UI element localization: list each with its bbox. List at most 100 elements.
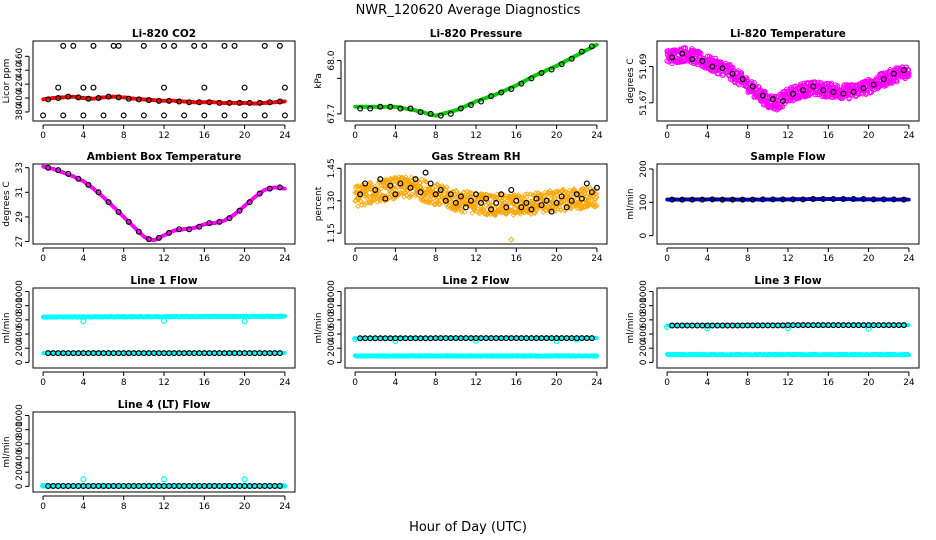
- rh-raw-mark: [435, 181, 441, 188]
- co2-avg-point: [201, 42, 208, 49]
- co2-avg-point: [171, 42, 178, 49]
- rh-avg-point: [422, 169, 429, 176]
- rh-raw-mark: [389, 188, 395, 195]
- pressure-avg-point: [588, 43, 595, 50]
- rh-avg-point: [553, 199, 560, 206]
- co2-avg-point: [176, 98, 183, 105]
- ambient-avg-point: [75, 175, 82, 182]
- co2-avg-point: [161, 112, 168, 119]
- rh-raw-mark: [508, 197, 514, 204]
- rh-data: [352, 169, 600, 243]
- rh-raw-mark: [463, 197, 470, 203]
- co2-x-tick-label: 20: [239, 131, 251, 141]
- rh-raw-mark: [438, 193, 445, 200]
- rh-raw-mark: [423, 190, 429, 196]
- sample-flow-y-tick-label: 200: [639, 160, 649, 177]
- rh-raw-mark: [378, 182, 384, 189]
- sample-flow-y-tick-label: 0: [639, 233, 649, 239]
- rh-raw-mark: [459, 207, 465, 214]
- rh-raw-mark: [586, 200, 592, 207]
- pressure-x-tick-label: 12: [470, 131, 481, 141]
- co2-x-axis: 0 4 8 12 16 20 24: [40, 124, 291, 141]
- co2-x-tick-label: 0: [40, 131, 46, 141]
- rh-avg-point: [372, 186, 379, 193]
- rh-raw-mark: [461, 209, 468, 215]
- rh-avg-point: [563, 204, 570, 211]
- rh-raw-mark: [524, 194, 530, 201]
- pressure-x-tick-label: 16: [511, 131, 523, 141]
- rh-avg-point: [357, 191, 364, 198]
- pressure-y-axis: 67.768.0: [327, 50, 342, 124]
- temperature-avg-point: [669, 54, 676, 61]
- sample-flow-x-tick-label: 16: [823, 254, 835, 264]
- temperature-avg-point: [860, 85, 867, 92]
- ambient-x-tick-label: 24: [279, 254, 291, 264]
- ambient-avg-point: [45, 164, 52, 171]
- sample-flow-avg-point: [850, 196, 857, 203]
- ambient-title: Ambient Box Temperature: [87, 151, 242, 163]
- rh-avg-point: [457, 193, 464, 200]
- rh-raw-mark: [523, 201, 529, 208]
- pressure-avg-point: [488, 93, 495, 100]
- rh-raw-mark: [581, 191, 587, 197]
- co2-avg-point: [80, 84, 87, 91]
- co2-avg-point: [261, 42, 268, 49]
- series-ambient-avg: [45, 164, 283, 243]
- co2-avg-point: [281, 112, 288, 119]
- rh-raw-mark: [433, 181, 440, 188]
- rh-avg-point: [467, 197, 474, 204]
- sample-flow-avg-point: [699, 196, 706, 203]
- rh-raw-mark: [448, 205, 454, 212]
- rh-raw-mark: [386, 194, 393, 200]
- rh-avg-point: [392, 191, 399, 198]
- sample-flow-avg-point: [860, 196, 867, 203]
- rh-raw-mark: [397, 178, 404, 184]
- ambient-raw-mark: [283, 186, 287, 191]
- co2-avg-point: [90, 42, 97, 49]
- rh-frame: [344, 163, 608, 245]
- rh-raw-mark: [594, 194, 600, 200]
- co2-avg-point: [145, 97, 152, 104]
- co2-avg-point: [266, 99, 273, 106]
- pressure-avg-point: [528, 75, 535, 82]
- rh-raw-mark: [374, 187, 381, 193]
- rh-avg-point: [583, 180, 590, 187]
- sample-flow-x-tick-label: 4: [705, 254, 711, 264]
- sample-flow-avg-point: [749, 196, 756, 203]
- temperature-x-tick-label: 8: [745, 131, 751, 141]
- temperature-y-label: degrees C: [626, 58, 636, 103]
- rh-raw-mark: [467, 189, 473, 196]
- rh-raw-mark: [402, 181, 409, 188]
- rh-y-tick-label: 1.45: [327, 158, 337, 178]
- rh-y-axis: 1.151.301.45: [327, 158, 342, 243]
- rh-avg-point: [483, 195, 490, 202]
- sample-flow-avg-point: [759, 196, 766, 203]
- ambient-y-tick-label: 31: [15, 187, 25, 198]
- pressure-avg-point: [457, 105, 464, 112]
- rh-raw-mark: [517, 211, 523, 217]
- temperature-avg-point: [709, 63, 716, 70]
- co2-avg-point: [206, 99, 213, 106]
- temperature-avg-point: [749, 83, 756, 90]
- temperature-x-tick-label: 24: [903, 131, 915, 141]
- pressure-avg-point: [367, 105, 374, 112]
- co2-avg-point: [135, 96, 142, 103]
- rh-raw-mark: [501, 193, 507, 200]
- pressure-x-tick-label: 0: [352, 131, 358, 141]
- sample-flow-y-label: ml/min: [626, 188, 636, 219]
- rh-avg-point: [573, 191, 580, 198]
- temperature-avg-point: [880, 76, 887, 83]
- rh-avg-point: [427, 180, 434, 187]
- sample-flow-x-tick-label: 8: [745, 254, 751, 264]
- rh-avg-point: [538, 202, 545, 209]
- co2-avg-point: [186, 99, 193, 106]
- rh-avg-point: [442, 197, 449, 204]
- panel-rh: Gas Stream RH0 4 8 12 16 20 241.151.301.45perc…: [314, 151, 608, 264]
- temperature-avg-point: [850, 88, 857, 95]
- rh-avg-point: [523, 199, 530, 206]
- ambient-y-tick-label: 29: [15, 211, 25, 223]
- co2-frame: [32, 40, 296, 122]
